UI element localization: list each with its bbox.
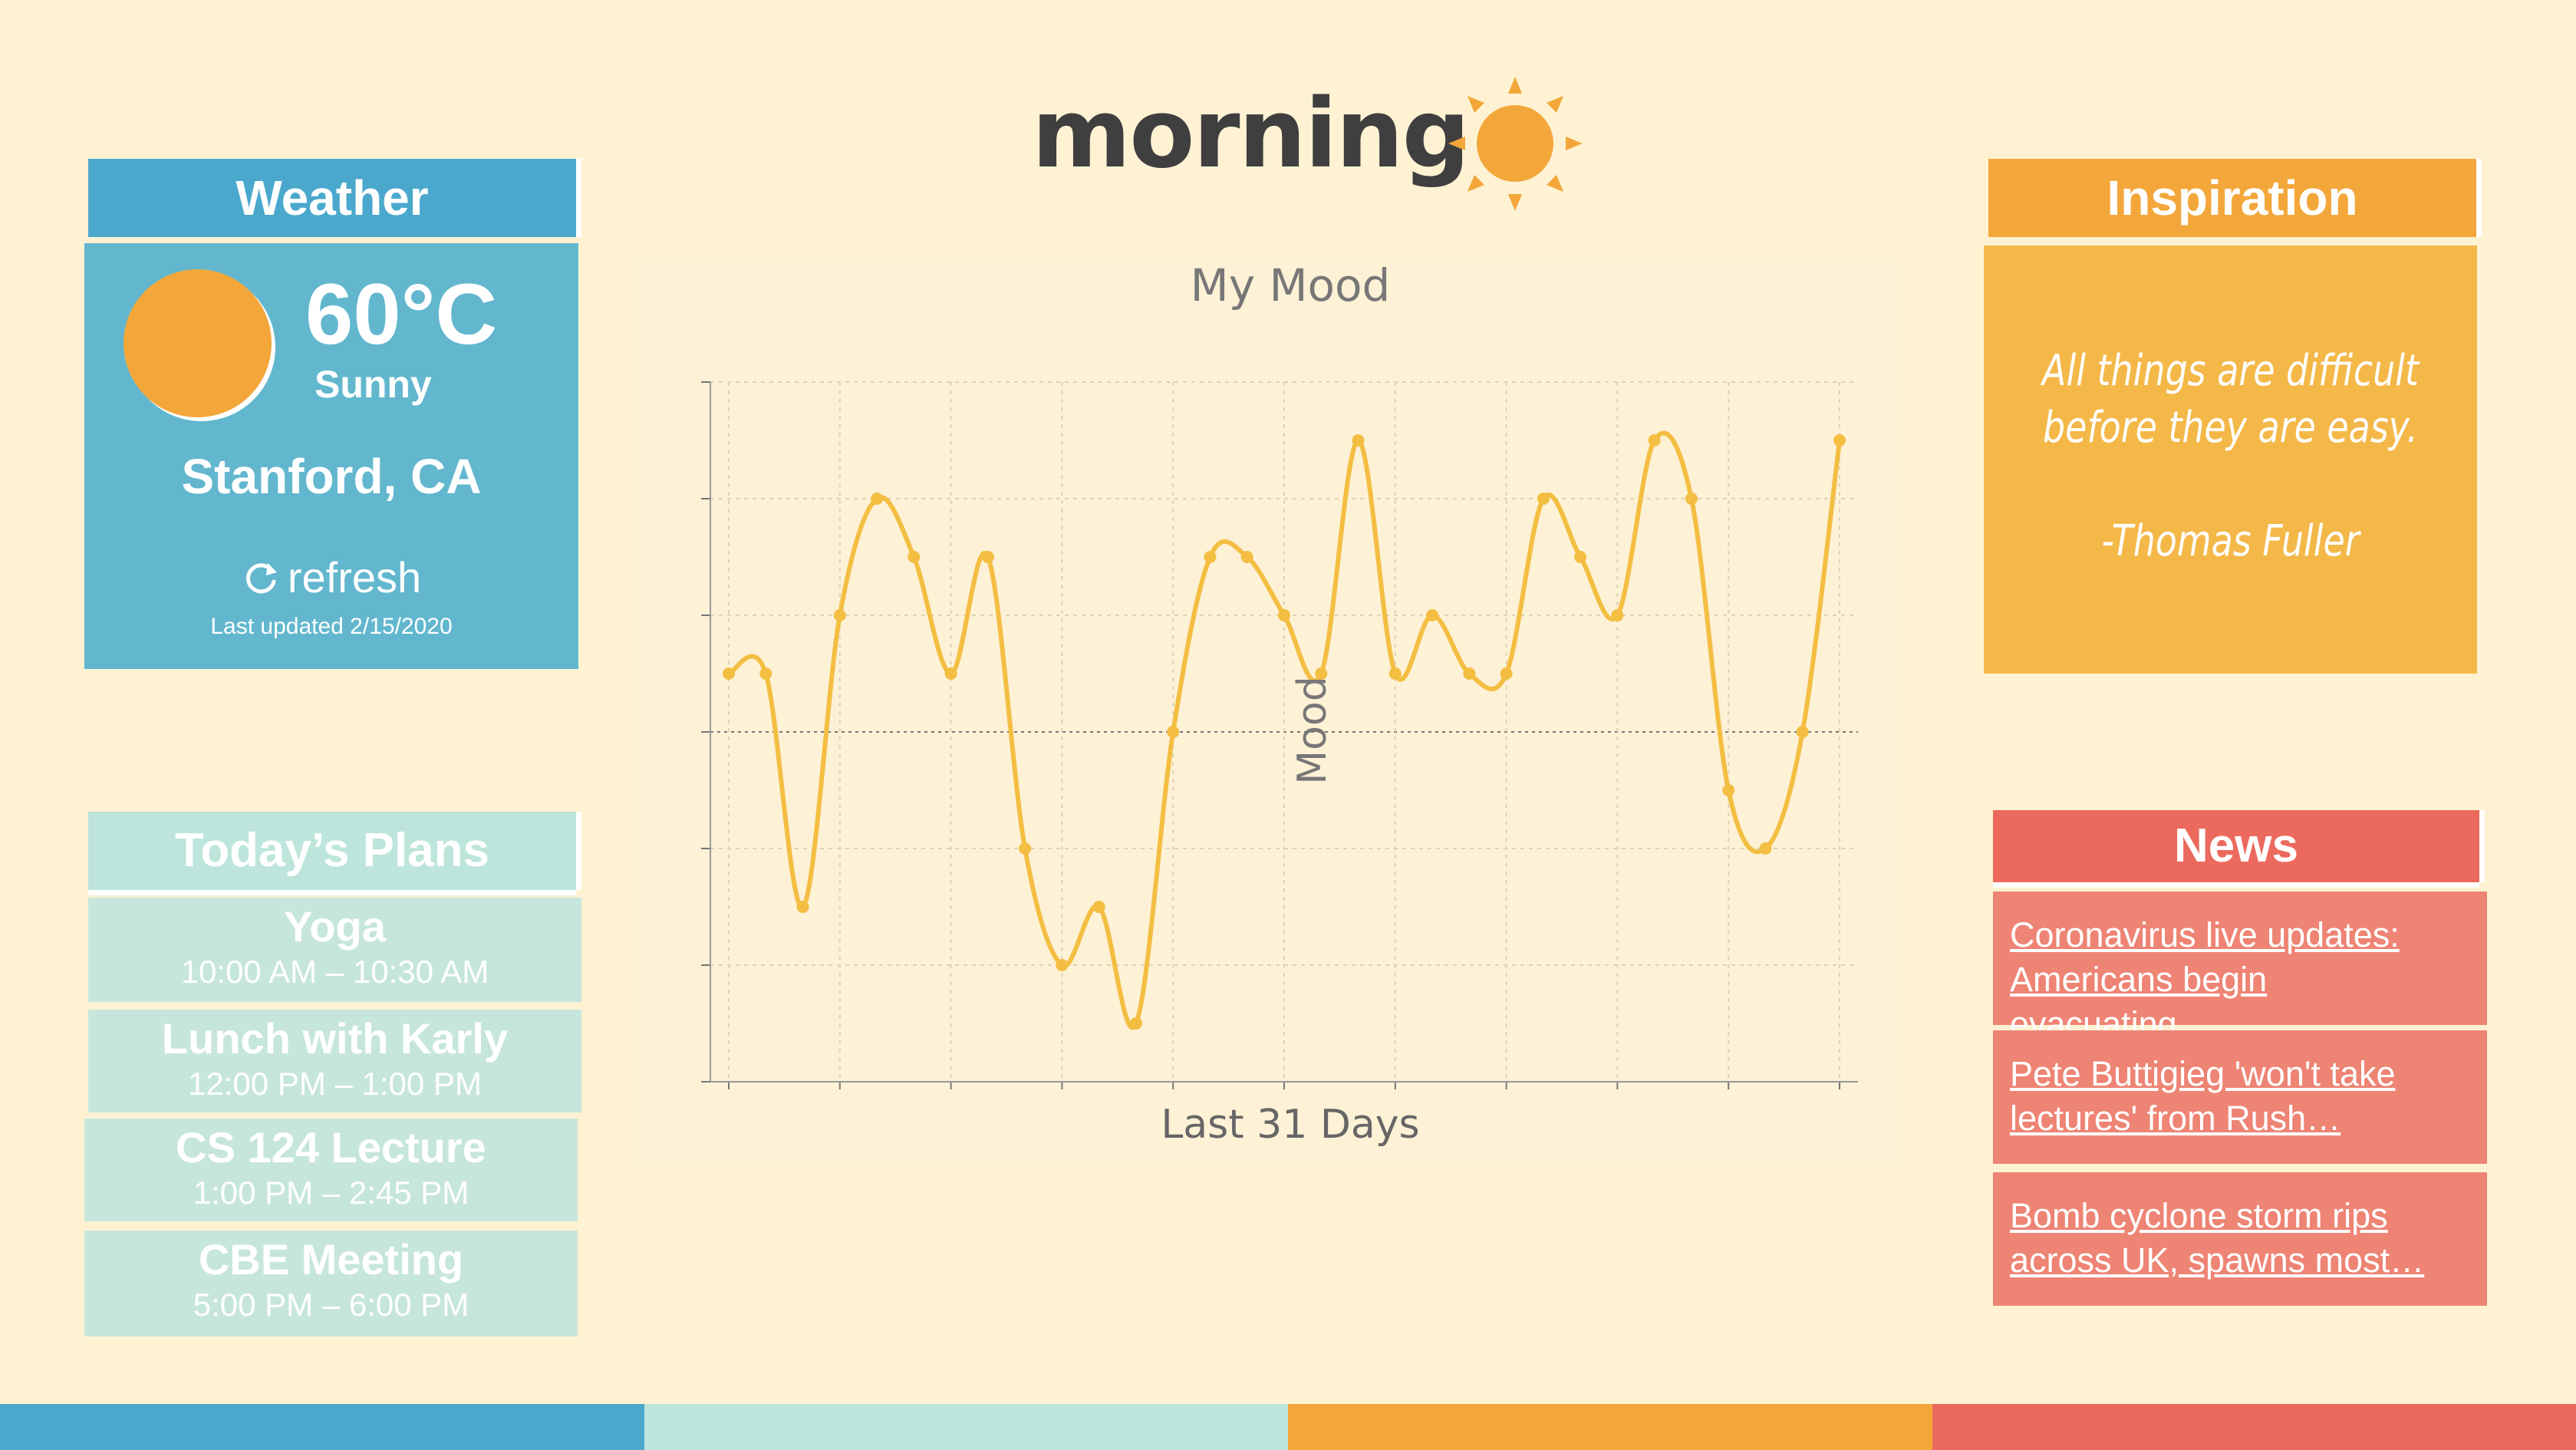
data-point [1833, 434, 1846, 447]
chart-panel [634, 261, 1899, 1166]
data-point [723, 667, 735, 680]
data-point [908, 551, 921, 563]
plan-title: Yoga [284, 902, 386, 951]
quote-author: -Thomas Fuller [2101, 516, 2360, 566]
plan-title: Lunch with Karly [161, 1014, 509, 1063]
plan-title: CBE Meeting [198, 1235, 464, 1284]
news-item: Coronavirus live updates: Americans begi… [1993, 891, 2487, 1043]
data-point [1537, 493, 1550, 505]
weather-condition: Sunny [315, 363, 432, 406]
plan-item[interactable]: Yoga 10:00 AM – 10:30 AM [88, 898, 581, 1002]
data-point [1204, 551, 1217, 563]
bar-segment-mint [644, 1404, 1288, 1450]
data-point [1426, 609, 1439, 621]
quote-line: All things are difficult [2042, 346, 2419, 396]
plan-item[interactable]: CBE Meeting 5:00 PM – 6:00 PM [84, 1231, 578, 1336]
data-point [1388, 667, 1402, 680]
data-point [1092, 901, 1105, 913]
plan-title: CS 124 Lecture [176, 1123, 486, 1172]
bottom-color-bar [0, 1404, 2576, 1450]
chart-grid [710, 381, 1858, 1083]
data-point [759, 667, 772, 680]
data-point [1056, 959, 1069, 971]
data-point [1019, 842, 1032, 855]
sun-icon [1448, 77, 1583, 211]
weather-temperature: 60°C [305, 266, 498, 362]
data-point [1352, 434, 1365, 447]
news-link[interactable]: Pete Buttigieg 'won't take lectures' fro… [2010, 1054, 2396, 1138]
refresh-label: refresh [287, 553, 422, 601]
news-item: Bomb cyclone storm rips across UK, spawn… [1993, 1172, 2487, 1306]
chart-axes [701, 381, 1858, 1089]
plans-header: Today’s Plans [88, 812, 576, 890]
data-point [1685, 493, 1698, 505]
data-point [1315, 667, 1328, 680]
weather-location: Stanford, CA [181, 449, 482, 504]
data-point [1722, 784, 1735, 796]
refresh-button[interactable]: refresh [84, 552, 578, 602]
data-point [1574, 551, 1587, 563]
weather-header: Weather [88, 159, 576, 237]
data-point [1129, 1017, 1142, 1030]
news-link[interactable]: Bomb cyclone storm rips across UK, spawn… [2010, 1196, 2425, 1280]
chart-title: My Mood [1191, 261, 1391, 311]
plan-item[interactable]: Lunch with Karly 12:00 PM – 1:00 PM [88, 1010, 581, 1112]
plan-time: 1:00 PM – 2:45 PM [193, 1175, 469, 1211]
quote-line: before they are easy. [2043, 403, 2418, 453]
bar-segment-red [1932, 1404, 2576, 1450]
news-item: Pete Buttigieg 'won't take lectures' fro… [1993, 1030, 2487, 1164]
data-point [944, 667, 957, 680]
weather-sun-icon [124, 269, 272, 417]
data-point [1648, 434, 1661, 447]
plan-time: 12:00 PM – 1:00 PM [188, 1066, 482, 1102]
data-point [1278, 609, 1290, 621]
data-point [871, 493, 884, 505]
plan-time: 5:00 PM – 6:00 PM [193, 1287, 469, 1323]
news-header: News [1993, 810, 2479, 882]
quote-text: All things are difficult before they are… [2028, 343, 2433, 456]
chart-x-label: Last 31 Days [1161, 1102, 1419, 1148]
refresh-icon [245, 563, 277, 594]
data-point [1500, 667, 1513, 680]
chart-y-label: Mood [1290, 676, 1336, 785]
inspiration-card [1984, 246, 2477, 674]
data-point [1240, 551, 1253, 563]
data-point [796, 901, 809, 913]
inspiration-header: Inspiration [1988, 159, 2476, 237]
plan-time: 10:00 AM – 10:30 AM [180, 954, 489, 990]
bar-segment-orange [1288, 1404, 1932, 1450]
last-updated-text: Last updated 2/15/2020 [210, 614, 453, 639]
mood-chart: My Mood Last 31 Days Mood [701, 261, 1858, 1148]
data-point [1463, 667, 1476, 680]
news-link[interactable]: Coronavirus live updates: Americans begi… [2010, 915, 2400, 1043]
data-point [1796, 726, 1809, 738]
data-point [833, 609, 846, 621]
data-point [981, 551, 994, 563]
data-point [1611, 609, 1624, 621]
data-point [1759, 842, 1772, 855]
series-points [723, 434, 1846, 1030]
bar-segment-blue [0, 1404, 644, 1450]
plan-item[interactable]: CS 124 Lecture 1:00 PM – 2:45 PM [84, 1119, 578, 1221]
page-title: morning [1032, 79, 1470, 189]
data-point [1167, 726, 1180, 738]
